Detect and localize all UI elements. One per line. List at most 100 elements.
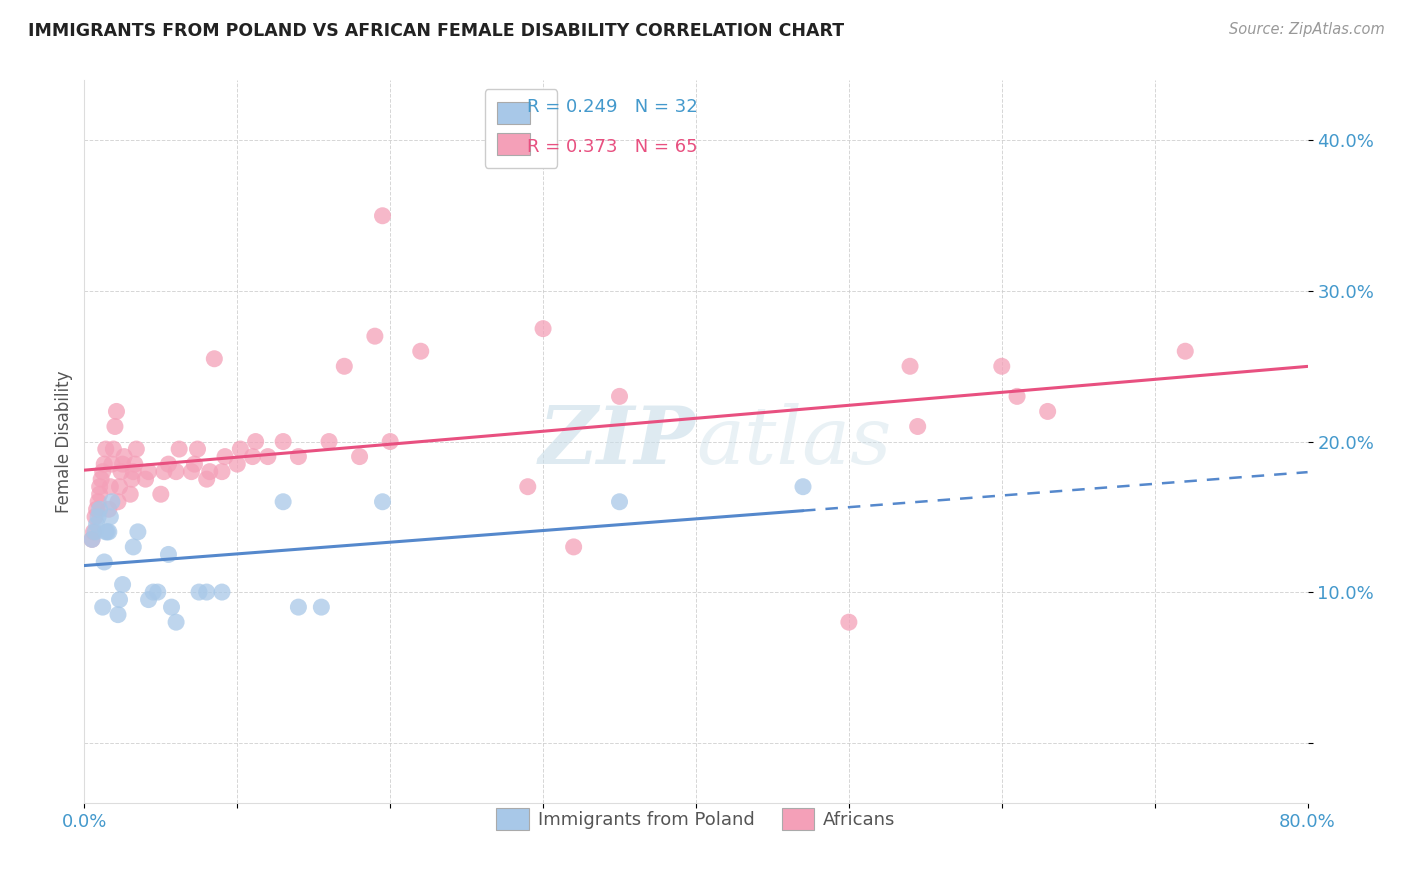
Point bbox=[124, 457, 146, 471]
Point bbox=[195, 472, 218, 486]
Point bbox=[105, 404, 128, 418]
Point bbox=[257, 450, 280, 464]
Point bbox=[167, 442, 190, 456]
Point bbox=[111, 577, 134, 591]
Point bbox=[609, 494, 631, 508]
Text: ZIP: ZIP bbox=[538, 403, 696, 480]
Point bbox=[907, 419, 929, 434]
Point bbox=[127, 524, 149, 539]
Point bbox=[149, 487, 172, 501]
Point bbox=[186, 442, 208, 456]
Text: atlas: atlas bbox=[696, 403, 891, 480]
Point bbox=[195, 585, 218, 599]
Point bbox=[153, 465, 176, 479]
Point bbox=[86, 517, 108, 532]
Text: Source: ZipAtlas.com: Source: ZipAtlas.com bbox=[1229, 22, 1385, 37]
Text: IMMIGRANTS FROM POLAND VS AFRICAN FEMALE DISABILITY CORRELATION CHART: IMMIGRANTS FROM POLAND VS AFRICAN FEMALE… bbox=[28, 22, 844, 40]
Point bbox=[364, 329, 387, 343]
Point bbox=[97, 502, 120, 516]
Point bbox=[287, 450, 309, 464]
Point bbox=[93, 457, 115, 471]
Point bbox=[122, 540, 145, 554]
Point bbox=[380, 434, 402, 449]
Point bbox=[83, 524, 105, 539]
Point bbox=[516, 480, 538, 494]
Point bbox=[180, 465, 202, 479]
Point bbox=[101, 457, 124, 471]
Point bbox=[198, 465, 221, 479]
Point bbox=[120, 487, 142, 501]
Point bbox=[107, 607, 129, 622]
Point bbox=[245, 434, 267, 449]
Legend: Immigrants from Poland, Africans: Immigrants from Poland, Africans bbox=[489, 801, 903, 837]
Point bbox=[211, 585, 233, 599]
Point bbox=[165, 615, 187, 630]
Point bbox=[333, 359, 356, 374]
Point bbox=[318, 434, 340, 449]
Point bbox=[90, 472, 112, 486]
Point bbox=[80, 533, 103, 547]
Point bbox=[108, 480, 131, 494]
Point bbox=[84, 524, 107, 539]
Point bbox=[110, 465, 132, 479]
Point bbox=[108, 592, 131, 607]
Point bbox=[103, 442, 125, 456]
Point bbox=[91, 600, 114, 615]
Point bbox=[838, 615, 860, 630]
Point bbox=[80, 533, 103, 547]
Point bbox=[107, 494, 129, 508]
Point bbox=[229, 442, 252, 456]
Text: R = 0.249   N = 32: R = 0.249 N = 32 bbox=[527, 98, 697, 116]
Point bbox=[271, 434, 294, 449]
Point bbox=[142, 585, 165, 599]
Point bbox=[89, 480, 111, 494]
Point bbox=[1005, 389, 1028, 403]
Point bbox=[349, 450, 371, 464]
Y-axis label: Female Disability: Female Disability bbox=[55, 370, 73, 513]
Point bbox=[146, 585, 169, 599]
Point bbox=[202, 351, 225, 366]
Point bbox=[101, 494, 124, 508]
Point bbox=[89, 487, 111, 501]
Point bbox=[531, 321, 554, 335]
Point bbox=[214, 450, 236, 464]
Point bbox=[311, 600, 333, 615]
Point bbox=[94, 524, 117, 539]
Point bbox=[792, 480, 814, 494]
Point bbox=[125, 442, 148, 456]
Point bbox=[211, 465, 233, 479]
Point bbox=[898, 359, 921, 374]
Point bbox=[138, 465, 160, 479]
Point bbox=[609, 389, 631, 403]
Point bbox=[1036, 404, 1059, 418]
Point bbox=[287, 600, 309, 615]
Point bbox=[96, 524, 118, 539]
Point bbox=[104, 419, 127, 434]
Point bbox=[138, 592, 160, 607]
Point bbox=[87, 509, 110, 524]
Point bbox=[991, 359, 1014, 374]
Point bbox=[188, 585, 211, 599]
Point bbox=[87, 494, 110, 508]
Point bbox=[183, 457, 205, 471]
Point bbox=[562, 540, 585, 554]
Point bbox=[157, 548, 180, 562]
Point bbox=[86, 502, 108, 516]
Point bbox=[242, 450, 264, 464]
Text: R = 0.373   N = 65: R = 0.373 N = 65 bbox=[527, 138, 697, 156]
Point bbox=[371, 494, 394, 508]
Point bbox=[371, 209, 394, 223]
Point bbox=[97, 524, 120, 539]
Point bbox=[98, 509, 121, 524]
Point bbox=[111, 457, 134, 471]
Point bbox=[226, 457, 249, 471]
Point bbox=[93, 555, 115, 569]
Point bbox=[98, 480, 121, 494]
Point bbox=[165, 465, 187, 479]
Point bbox=[122, 465, 145, 479]
Point bbox=[409, 344, 432, 359]
Point bbox=[1174, 344, 1197, 359]
Point bbox=[157, 457, 180, 471]
Point bbox=[94, 442, 117, 456]
Point bbox=[112, 450, 135, 464]
